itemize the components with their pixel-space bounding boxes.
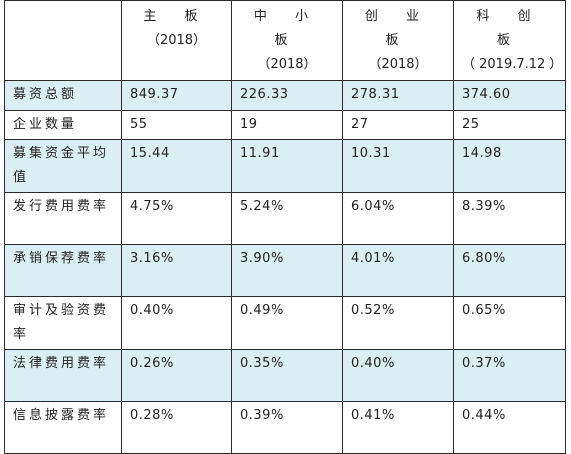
table-cell: 5.24% — [231, 192, 343, 245]
header-name: 创 业 板 — [364, 9, 432, 48]
table-cell: 0.39% — [231, 401, 343, 454]
header-chinext-board: 创 业 板 （2018） — [342, 0, 454, 81]
table-row: 发行费用费率 4.75% 5.24% 6.04% 8.39% — [4, 192, 566, 245]
header-year: （ 2019.7.12 ） — [462, 57, 563, 72]
table-cell: 14.98 — [453, 139, 566, 193]
table-cell: 374.60 — [453, 80, 566, 111]
header-row: 主 板 （2018） 中 小 板 （2018） 创 业 板 （2018） 科 创… — [4, 0, 566, 81]
table-row: 法律费用费率 0.26% 0.35% 0.40% 0.37% — [4, 349, 566, 402]
table-row: 募资总额 849.37 226.33 278.31 374.60 — [4, 80, 566, 111]
table-cell: 0.65% — [453, 296, 566, 350]
row-label: 发行费用费率 — [4, 192, 122, 245]
table-cell: 0.37% — [453, 349, 566, 402]
row-label: 信息披露费率 — [4, 401, 122, 454]
table-row: 信息披露费率 0.28% 0.39% 0.41% 0.44% — [4, 401, 566, 454]
table-row: 审计及验资费率 0.40% 0.49% 0.52% 0.65% — [4, 296, 566, 350]
table-cell: 15.44 — [121, 139, 232, 193]
fee-comparison-table: 主 板 （2018） 中 小 板 （2018） 创 业 板 （2018） 科 创… — [4, 0, 566, 454]
table-cell: 0.44% — [453, 401, 566, 454]
table-cell: 226.33 — [231, 80, 343, 111]
row-label: 募资总额 — [4, 80, 122, 111]
table-cell: 0.40% — [342, 349, 454, 402]
table-row: 承销保荐费率 3.16% 3.90% 4.01% 6.80% — [4, 244, 566, 297]
table-cell: 6.04% — [342, 192, 454, 245]
table-cell: 0.35% — [231, 349, 343, 402]
table-cell: 0.41% — [342, 401, 454, 454]
table-cell: 25 — [453, 110, 566, 140]
table-row: 企业数量 55 19 27 25 — [4, 110, 566, 140]
table-cell: 6.80% — [453, 244, 566, 297]
header-name: 主 板 — [143, 9, 210, 24]
row-label: 法律费用费率 — [4, 349, 122, 402]
table-row: 募集资金平均值 15.44 11.91 10.31 14.98 — [4, 139, 566, 193]
header-sme-board: 中 小 板 （2018） — [231, 0, 343, 81]
table-cell: 4.01% — [342, 244, 454, 297]
row-label: 审计及验资费率 — [4, 296, 122, 350]
table-cell: 0.49% — [231, 296, 343, 350]
table-cell: 4.75% — [121, 192, 232, 245]
table-cell: 278.31 — [342, 80, 454, 111]
table-cell: 0.28% — [121, 401, 232, 454]
table-cell: 11.91 — [231, 139, 343, 193]
table-cell: 10.31 — [342, 139, 454, 193]
header-year: （2018） — [368, 57, 428, 72]
table-cell: 8.39% — [453, 192, 566, 245]
header-name: 中 小 板 — [253, 9, 321, 48]
header-corner-cell — [4, 0, 122, 81]
table-cell: 27 — [342, 110, 454, 140]
fee-comparison-table-view: 主 板 （2018） 中 小 板 （2018） 创 业 板 （2018） 科 创… — [4, 0, 566, 454]
row-label: 企业数量 — [4, 110, 122, 140]
header-year: （2018） — [146, 33, 207, 48]
row-label: 承销保荐费率 — [4, 244, 122, 297]
header-star-board: 科 创 板 （ 2019.7.12 ） — [453, 0, 566, 81]
table-cell: 19 — [231, 110, 343, 140]
header-year: （2018） — [257, 57, 317, 72]
table-cell: 849.37 — [121, 80, 232, 111]
header-main-board: 主 板 （2018） — [121, 0, 232, 81]
row-label: 募集资金平均值 — [4, 139, 122, 193]
table-cell: 3.16% — [121, 244, 232, 297]
table-cell: 55 — [121, 110, 232, 140]
table-cell: 0.52% — [342, 296, 454, 350]
table-cell: 0.40% — [121, 296, 232, 350]
table-cell: 0.26% — [121, 349, 232, 402]
header-name: 科 创 板 — [476, 9, 543, 48]
table-cell: 3.90% — [231, 244, 343, 297]
